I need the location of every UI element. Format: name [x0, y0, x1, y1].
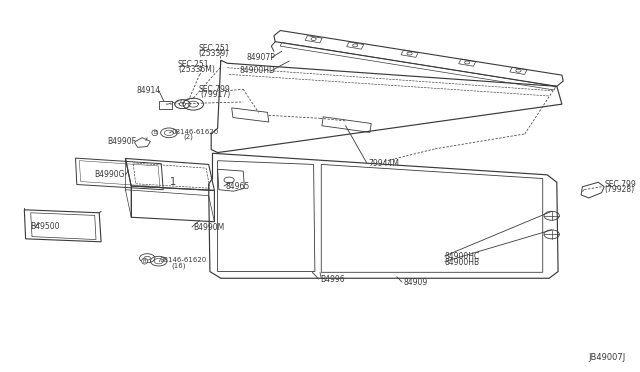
Text: SEC.251: SEC.251 — [178, 60, 209, 69]
Text: 84914: 84914 — [137, 86, 161, 95]
Text: (25339): (25339) — [198, 49, 228, 58]
Text: B: B — [143, 259, 147, 264]
Text: 84965: 84965 — [225, 182, 250, 191]
Text: SEC.251: SEC.251 — [198, 44, 230, 53]
Text: (16): (16) — [172, 262, 186, 269]
Text: B4990F: B4990F — [108, 137, 136, 146]
Text: B4990G: B4990G — [95, 170, 125, 179]
Bar — [459, 59, 476, 66]
Bar — [305, 36, 322, 43]
Text: B4990M: B4990M — [193, 223, 225, 232]
Text: B49500: B49500 — [31, 222, 60, 231]
Bar — [401, 50, 418, 57]
Text: 08146-61620: 08146-61620 — [160, 257, 207, 263]
Text: JB49007J: JB49007J — [589, 353, 626, 362]
Text: 1: 1 — [170, 177, 176, 187]
Text: SEC.799: SEC.799 — [605, 180, 637, 189]
Text: 84900HC: 84900HC — [445, 252, 480, 261]
Bar — [347, 42, 364, 49]
Text: SEC.799: SEC.799 — [198, 85, 230, 94]
Text: 84900HD: 84900HD — [239, 66, 275, 75]
Text: 79944M: 79944M — [368, 159, 399, 168]
Text: B4996: B4996 — [320, 275, 344, 284]
Text: 08146-61620: 08146-61620 — [172, 129, 219, 135]
Text: (79928): (79928) — [605, 185, 635, 194]
Text: (79917): (79917) — [200, 90, 230, 99]
Text: 84909: 84909 — [403, 278, 428, 287]
Text: 84900HB: 84900HB — [445, 258, 480, 267]
Text: (25336M): (25336M) — [178, 65, 215, 74]
Text: B: B — [153, 130, 157, 135]
Text: (2): (2) — [183, 134, 193, 140]
Text: 84907P: 84907P — [246, 53, 275, 62]
Bar — [510, 67, 527, 74]
